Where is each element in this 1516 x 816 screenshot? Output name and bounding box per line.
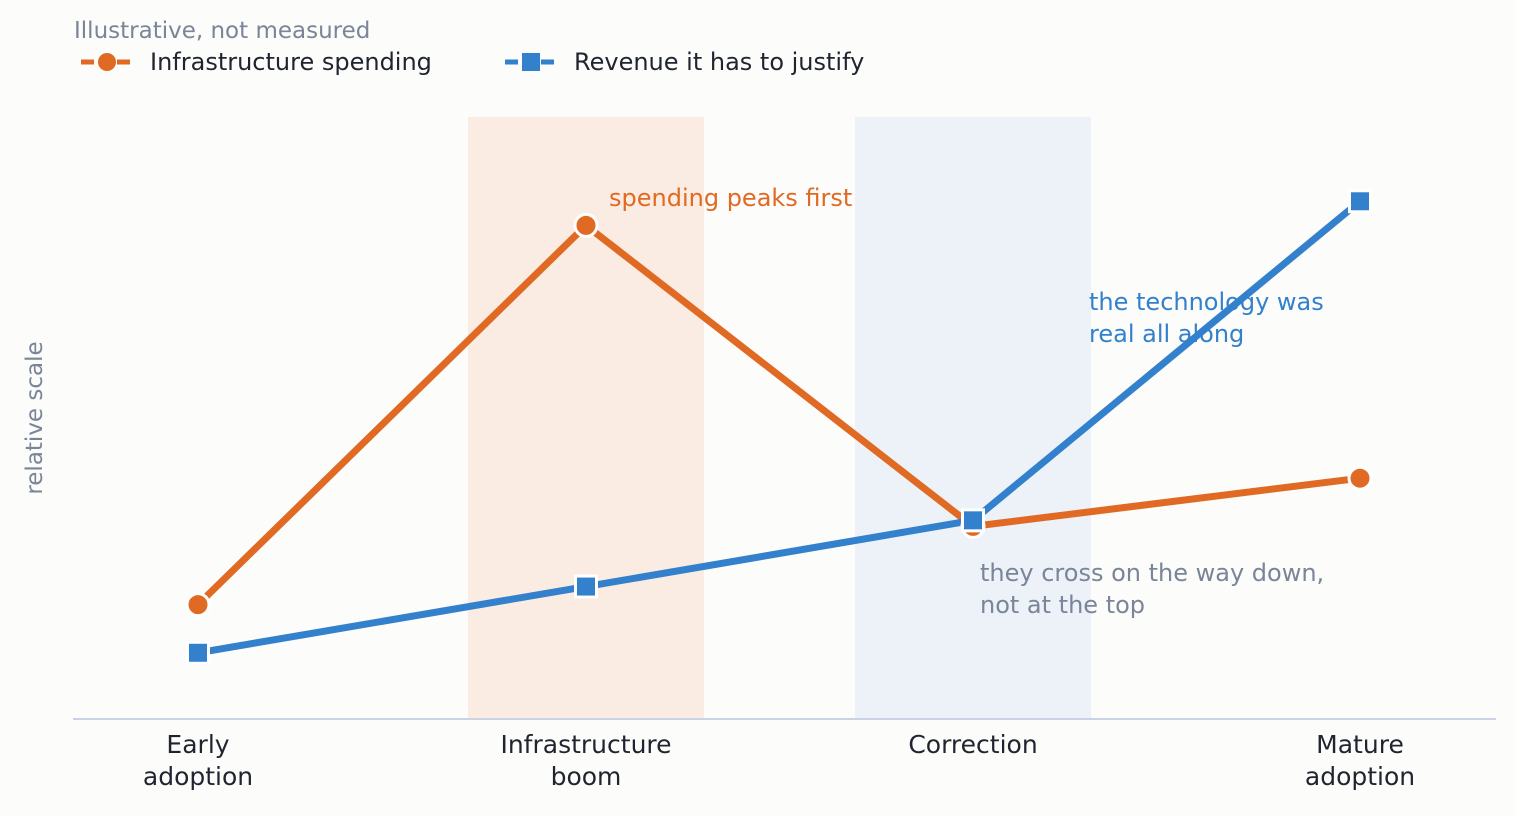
annotation-1: the technology was real all along bbox=[1089, 288, 1324, 348]
data-point-s0-1 bbox=[573, 212, 599, 238]
legend-revenue-marker bbox=[522, 53, 540, 71]
y-axis-label: relative scale bbox=[22, 341, 48, 494]
legend: Infrastructure spending Revenue it has t… bbox=[81, 48, 864, 76]
legend-revenue-label: Revenue it has to justify bbox=[574, 48, 864, 76]
x-tick-label-2: Correction bbox=[908, 730, 1037, 759]
chart-subtitle: Illustrative, not measured bbox=[74, 18, 370, 44]
x-tick-label-0: Early adoption bbox=[143, 730, 253, 791]
legend-spending-marker bbox=[98, 53, 116, 71]
legend-item-revenue: Revenue it has to justify bbox=[505, 48, 864, 76]
series-line-0 bbox=[195, 220, 1361, 608]
legend-item-spending: Infrastructure spending bbox=[81, 48, 432, 76]
series-markers bbox=[185, 189, 1373, 665]
data-point-s1-3 bbox=[1348, 189, 1372, 214]
data-point-s0-0 bbox=[185, 592, 211, 618]
data-point-s1-1 bbox=[574, 574, 598, 599]
data-point-s1-2 bbox=[961, 508, 985, 533]
series-lines bbox=[195, 198, 1363, 657]
annotation-2: they cross on the way down, not at the to… bbox=[980, 559, 1324, 619]
x-tick-label-1: Infrastructure boom bbox=[500, 730, 671, 791]
annotations: spending peaks first the technology was re… bbox=[609, 184, 1324, 619]
x-tick-label-3: Mature adoption bbox=[1305, 730, 1415, 791]
x-tick-labels: Early adoption Infrastructure boom Correctio… bbox=[143, 730, 1415, 791]
series-line-1 bbox=[197, 198, 1363, 657]
legend-spending-label: Infrastructure spending bbox=[150, 48, 432, 76]
annotation-0: spending peaks first bbox=[609, 184, 852, 212]
data-point-s1-0 bbox=[186, 640, 210, 665]
data-point-s0-3 bbox=[1347, 465, 1373, 491]
highlight-band-1 bbox=[855, 117, 1091, 719]
